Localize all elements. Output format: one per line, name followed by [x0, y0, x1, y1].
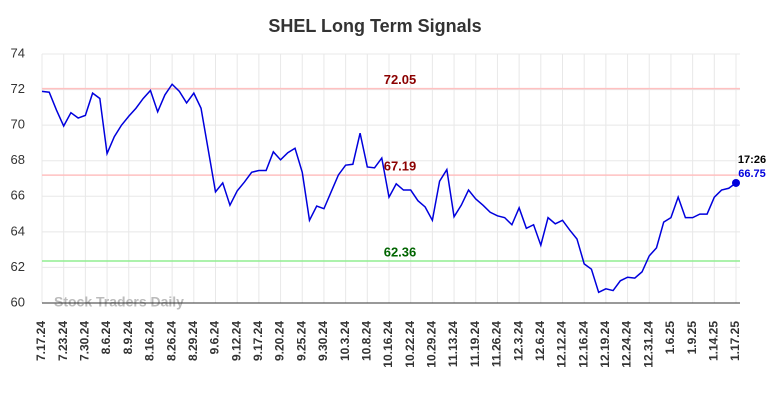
x-tick-label: 12.6.24: [533, 321, 547, 361]
x-tick-label: 12.3.24: [511, 321, 525, 361]
y-tick-label: 72: [11, 81, 25, 96]
last-time: 17:26: [738, 154, 766, 166]
x-tick-label: 1.6.25: [663, 321, 677, 355]
x-tick-label: 9.17.24: [251, 321, 265, 361]
chart-title: SHEL Long Term Signals: [268, 16, 481, 36]
last-point: [732, 178, 740, 187]
x-tick-label: 10.3.24: [338, 321, 352, 361]
signal-label: 62.36: [384, 244, 417, 259]
x-tick-label: 9.12.24: [229, 321, 243, 361]
x-tick-label: 9.6.24: [208, 321, 222, 355]
x-tick-label: 11.13.24: [446, 321, 460, 367]
x-tick-label: 7.30.24: [78, 321, 92, 361]
x-tick-label: 11.26.24: [490, 321, 504, 367]
y-tick-label: 68: [11, 152, 25, 167]
y-tick-label: 60: [11, 294, 25, 309]
x-tick-label: 8.6.24: [99, 321, 113, 355]
x-tick-label: 12.16.24: [576, 321, 590, 368]
x-tick-label: 8.16.24: [143, 321, 157, 361]
price-line: [41, 83, 737, 294]
x-tick-label: 10.22.24: [403, 321, 417, 368]
x-tick-label: 1.9.25: [685, 321, 699, 355]
x-tick-label: 1.17.25: [728, 321, 742, 361]
x-tick-label: 8.26.24: [164, 321, 178, 361]
signal-label: 67.19: [384, 159, 417, 174]
x-tick-label: 12.24.24: [620, 321, 634, 368]
x-tick-label: 7.23.24: [56, 321, 70, 361]
x-tick-label: 7.17.24: [34, 321, 48, 361]
x-tick-label: 9.20.24: [273, 321, 287, 361]
y-tick-label: 64: [11, 223, 25, 238]
x-tick-label: 12.12.24: [555, 321, 569, 368]
x-tick-label: 10.29.24: [425, 321, 439, 368]
x-tick-label: 9.25.24: [294, 321, 308, 361]
x-tick-label: 12.19.24: [598, 321, 612, 368]
x-tick-label: 1.14.25: [706, 321, 720, 361]
x-tick-label: 10.16.24: [381, 321, 395, 368]
watermark: Stock Traders Daily: [54, 294, 184, 310]
x-tick-label: 11.19.24: [468, 321, 482, 367]
x-tick-label: 12.31.24: [641, 321, 655, 368]
y-tick-label: 66: [11, 188, 25, 203]
x-tick-label: 9.30.24: [316, 321, 330, 361]
last-value: 66.75: [738, 168, 766, 180]
y-tick-label: 74: [11, 45, 25, 60]
y-tick-label: 62: [11, 259, 25, 274]
x-tick-label: 10.8.24: [359, 321, 373, 361]
signal-label: 72.05: [384, 72, 417, 87]
y-tick-label: 70: [11, 117, 25, 132]
x-tick-label: 8.9.24: [121, 321, 135, 355]
x-tick-label: 8.29.24: [186, 321, 200, 361]
